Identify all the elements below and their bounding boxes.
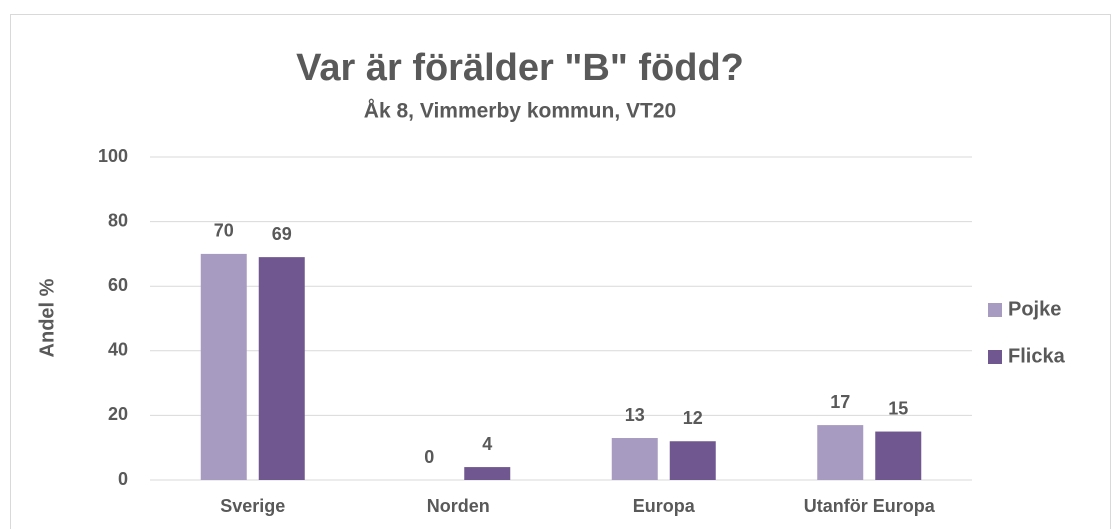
y-tick-label: 40 [108,340,128,360]
data-label: 15 [888,398,908,418]
y-tick-label: 20 [108,404,128,424]
y-tick-label: 100 [98,146,128,166]
legend-swatch [988,350,1002,364]
y-tick-label: 60 [108,275,128,295]
bar [817,425,864,480]
data-label: 70 [214,221,234,241]
legend-label: Pojke [1008,298,1061,320]
x-tick-label: Europa [633,496,696,516]
legend-swatch [988,303,1002,317]
x-tick-label: Utanför Europa [804,496,936,516]
data-label: 12 [683,408,703,428]
x-tick-label: Sverige [220,496,285,516]
x-tick-label: Norden [427,496,490,516]
chart-title: Var är förälder "B" född? [296,47,744,89]
bar [200,253,247,480]
bar [611,438,658,480]
data-label: 17 [830,392,850,412]
chart-subtitle: Åk 8, Vimmerby kommun, VT20 [364,99,676,123]
y-axis-label: Andel % [36,278,58,357]
chart-border [10,14,1111,529]
data-label: 69 [272,224,292,244]
bar [464,467,511,480]
y-tick-label: 0 [118,469,128,489]
data-label: 13 [625,405,645,425]
bar [669,441,716,480]
bar [875,431,922,480]
y-tick-label: 80 [108,210,128,230]
data-label: 0 [424,447,434,467]
data-label: 4 [482,434,492,454]
legend-label: Flicka [1008,345,1066,367]
bar [258,257,305,480]
